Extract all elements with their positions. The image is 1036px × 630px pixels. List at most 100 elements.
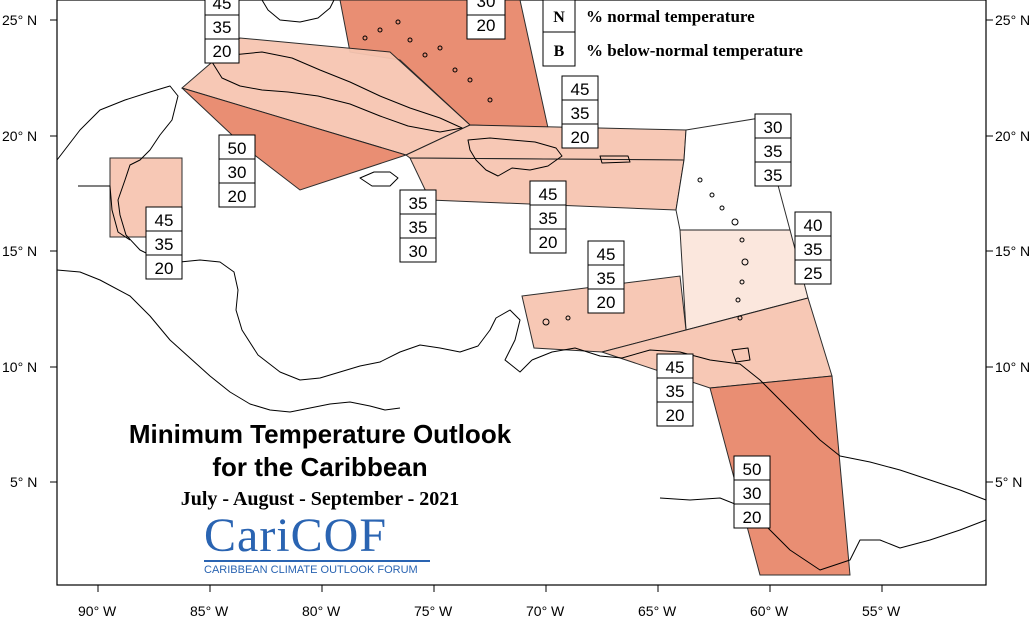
lat-label: 15° N (995, 243, 1030, 259)
prob-value: 35 (597, 269, 616, 288)
puertorico-coast (599, 155, 631, 164)
prob-box-windward: 40 35 25 (794, 211, 832, 285)
legend-normal-text: % normal temperature (586, 7, 755, 26)
prob-value: 45 (597, 245, 616, 264)
prob-value: 35 (155, 235, 174, 254)
hispaniola-coast (467, 137, 563, 177)
lat-label: 20° N (2, 128, 37, 144)
prob-value: 45 (213, 0, 232, 13)
prob-value: 20 (213, 42, 232, 61)
period-label: July - August - September - 2021 (180, 488, 460, 510)
prob-box-abc: 45 35 20 (587, 240, 625, 314)
outlook-regions (109, 0, 851, 576)
prob-value: 35 (213, 18, 232, 37)
prob-value: 35 (409, 194, 428, 213)
prob-value: 35 (666, 382, 685, 401)
prob-value: 30 (228, 163, 247, 182)
pacific-coast (56, 269, 401, 413)
prob-value: 45 (666, 358, 685, 377)
prob-value: 50 (228, 139, 247, 158)
lat-label: 10° N (995, 359, 1030, 375)
lat-label: 5° N (10, 474, 37, 490)
prob-value: 35 (409, 218, 428, 237)
svg-text:N: N (553, 9, 565, 26)
prob-box-dominican-south: 45 35 20 (529, 180, 567, 254)
lon-label: 75° W (414, 603, 453, 619)
prob-value: 45 (539, 185, 558, 204)
lat-axis-right: 25° N 20° N 15° N 10° N 5° N (986, 12, 1030, 490)
prob-box-leeward: 30 35 35 (754, 113, 792, 187)
lat-label: 25° N (2, 12, 37, 28)
logo-subtitle: CARIBBEAN CLIMATE OUTLOOK FORUM (204, 564, 418, 576)
lon-label: 65° W (638, 603, 677, 619)
legend-key-below: B (542, 31, 576, 67)
prob-value: 30 (764, 118, 783, 137)
lesser-antilles-islands (542, 177, 749, 326)
prob-value: 20 (539, 233, 558, 252)
bahamas-islands (362, 19, 493, 103)
map-frame (56, 0, 987, 586)
legend-below-text: % below-normal temperature (586, 41, 803, 60)
lon-axis: 90° W 85° W 80° W 75° W 70° W 65° W 60° … (78, 585, 901, 619)
prob-value: 30 (743, 484, 762, 503)
prob-value: 25 (804, 264, 823, 283)
prob-value: 35 (804, 240, 823, 259)
coastlines (56, 0, 987, 571)
lat-label: 10° N (2, 359, 37, 375)
prob-value: 20 (743, 508, 762, 527)
prob-value: 45 (571, 80, 590, 99)
south-america-interior (659, 497, 987, 571)
map-subtitle: for the Caribbean (212, 452, 428, 482)
prob-value: 45 (155, 211, 174, 230)
prob-value: 30 (477, 0, 496, 11)
lon-label: 90° W (78, 603, 117, 619)
prob-box-bahamas: 30 20 (466, 0, 506, 40)
prob-value: 35 (571, 104, 590, 123)
prob-value: 20 (155, 259, 174, 278)
central-america-coast (56, 85, 533, 381)
caricof-logo: CariCOF CARIBBEAN CLIMATE OUTLOOK FORUM (200, 512, 440, 582)
lon-label: 60° W (750, 603, 789, 619)
prob-box-belize: 45 35 20 (145, 206, 183, 280)
svg-text:B: B (554, 43, 565, 60)
lat-label: 5° N (995, 474, 1022, 490)
prob-box-guianas: 50 30 20 (733, 455, 771, 529)
prob-value: 50 (743, 460, 762, 479)
lat-label: 15° N (2, 243, 37, 259)
prob-box-northwest-cuba: 45 35 20 (204, 0, 240, 64)
lat-label: 20° N (995, 128, 1030, 144)
prob-value: 20 (571, 128, 590, 147)
prob-value: 20 (477, 16, 496, 35)
prob-value: 35 (764, 142, 783, 161)
prob-value: 20 (666, 406, 685, 425)
logo-wordmark: CariCOF (204, 509, 388, 562)
region-southern-cuba-cayman (181, 87, 408, 191)
prob-box-jamaica: 35 35 30 (399, 189, 437, 263)
prob-value: 40 (804, 216, 823, 235)
jamaica-coast (359, 171, 399, 187)
lat-label: 25° N (995, 12, 1030, 28)
title-block: Minimum Temperature Outlook for the Cari… (70, 418, 570, 511)
belize-border (78, 185, 131, 241)
lon-label: 70° W (526, 603, 565, 619)
cuba-coast (211, 51, 463, 133)
legend: N % normal temperature B % below-normal … (542, 0, 803, 67)
lat-axis-left: 25° N 20° N 15° N 10° N 5° N (2, 12, 57, 490)
prob-value: 35 (539, 209, 558, 228)
florida-coast (261, 0, 335, 23)
prob-value: 35 (764, 166, 783, 185)
south-america-coast (531, 347, 987, 501)
lon-label: 55° W (862, 603, 901, 619)
prob-value: 30 (409, 242, 428, 261)
prob-box-southern-cuba: 50 30 20 (218, 134, 256, 208)
trinidad-coast (731, 347, 751, 363)
region-guianas (709, 375, 851, 576)
lon-label: 80° W (302, 603, 341, 619)
legend-key-normal: N (542, 0, 576, 33)
logo-underline (204, 560, 430, 562)
lon-label: 85° W (190, 603, 229, 619)
prob-value: 20 (597, 293, 616, 312)
prob-box-trinidad: 45 35 20 (656, 353, 694, 427)
map-title: Minimum Temperature Outlook (128, 419, 512, 449)
